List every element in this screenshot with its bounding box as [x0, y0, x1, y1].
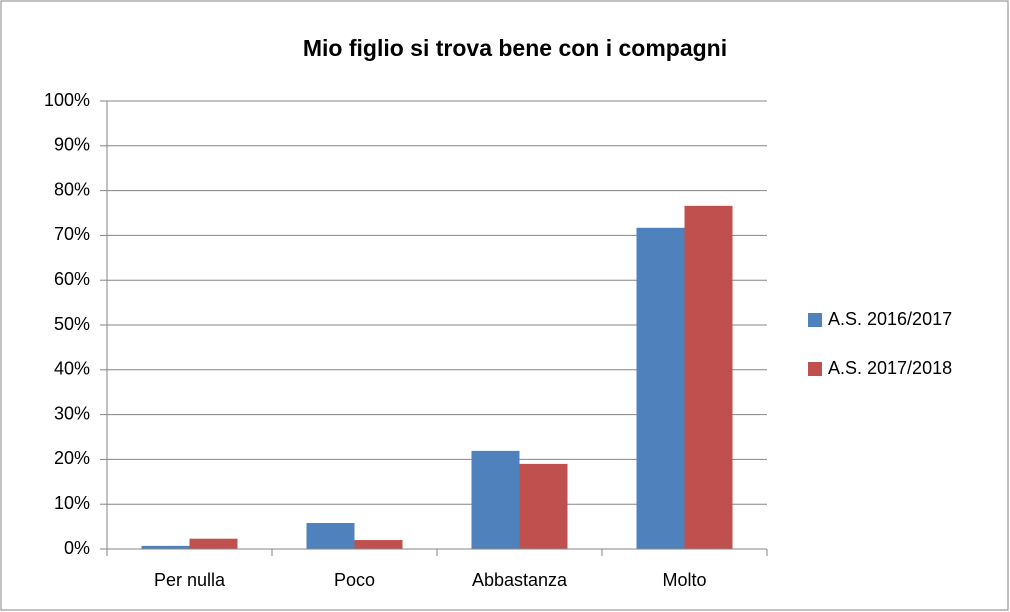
y-tick-label: 30% — [54, 403, 90, 423]
bar — [189, 538, 238, 549]
x-tick-label: Per nulla — [154, 570, 226, 590]
bar — [684, 205, 733, 549]
y-tick-label: 80% — [54, 179, 90, 199]
y-tick-label: 90% — [54, 135, 90, 155]
y-tick-label: 0% — [64, 538, 90, 558]
y-tick-label: 20% — [54, 448, 90, 468]
bar — [141, 545, 190, 549]
y-tick-label: 70% — [54, 224, 90, 244]
y-tick-label: 10% — [54, 493, 90, 513]
legend-swatch — [808, 313, 822, 327]
x-tick-label: Poco — [334, 570, 375, 590]
legend-swatch — [808, 362, 822, 376]
x-tick-label: Molto — [662, 570, 706, 590]
bar — [636, 227, 685, 549]
y-tick-label: 40% — [54, 359, 90, 379]
bar — [519, 463, 568, 549]
y-tick-label: 50% — [54, 314, 90, 334]
bar — [306, 523, 355, 549]
bar — [471, 450, 520, 549]
bar — [354, 540, 403, 549]
x-tick-label: Abbastanza — [472, 570, 568, 590]
legend-label: A.S. 2017/2018 — [828, 358, 952, 378]
legend-label: A.S. 2016/2017 — [828, 309, 952, 329]
y-tick-label: 100% — [44, 90, 90, 110]
y-tick-label: 60% — [54, 269, 90, 289]
chart-title: Mio figlio si trova bene con i compagni — [303, 35, 727, 61]
